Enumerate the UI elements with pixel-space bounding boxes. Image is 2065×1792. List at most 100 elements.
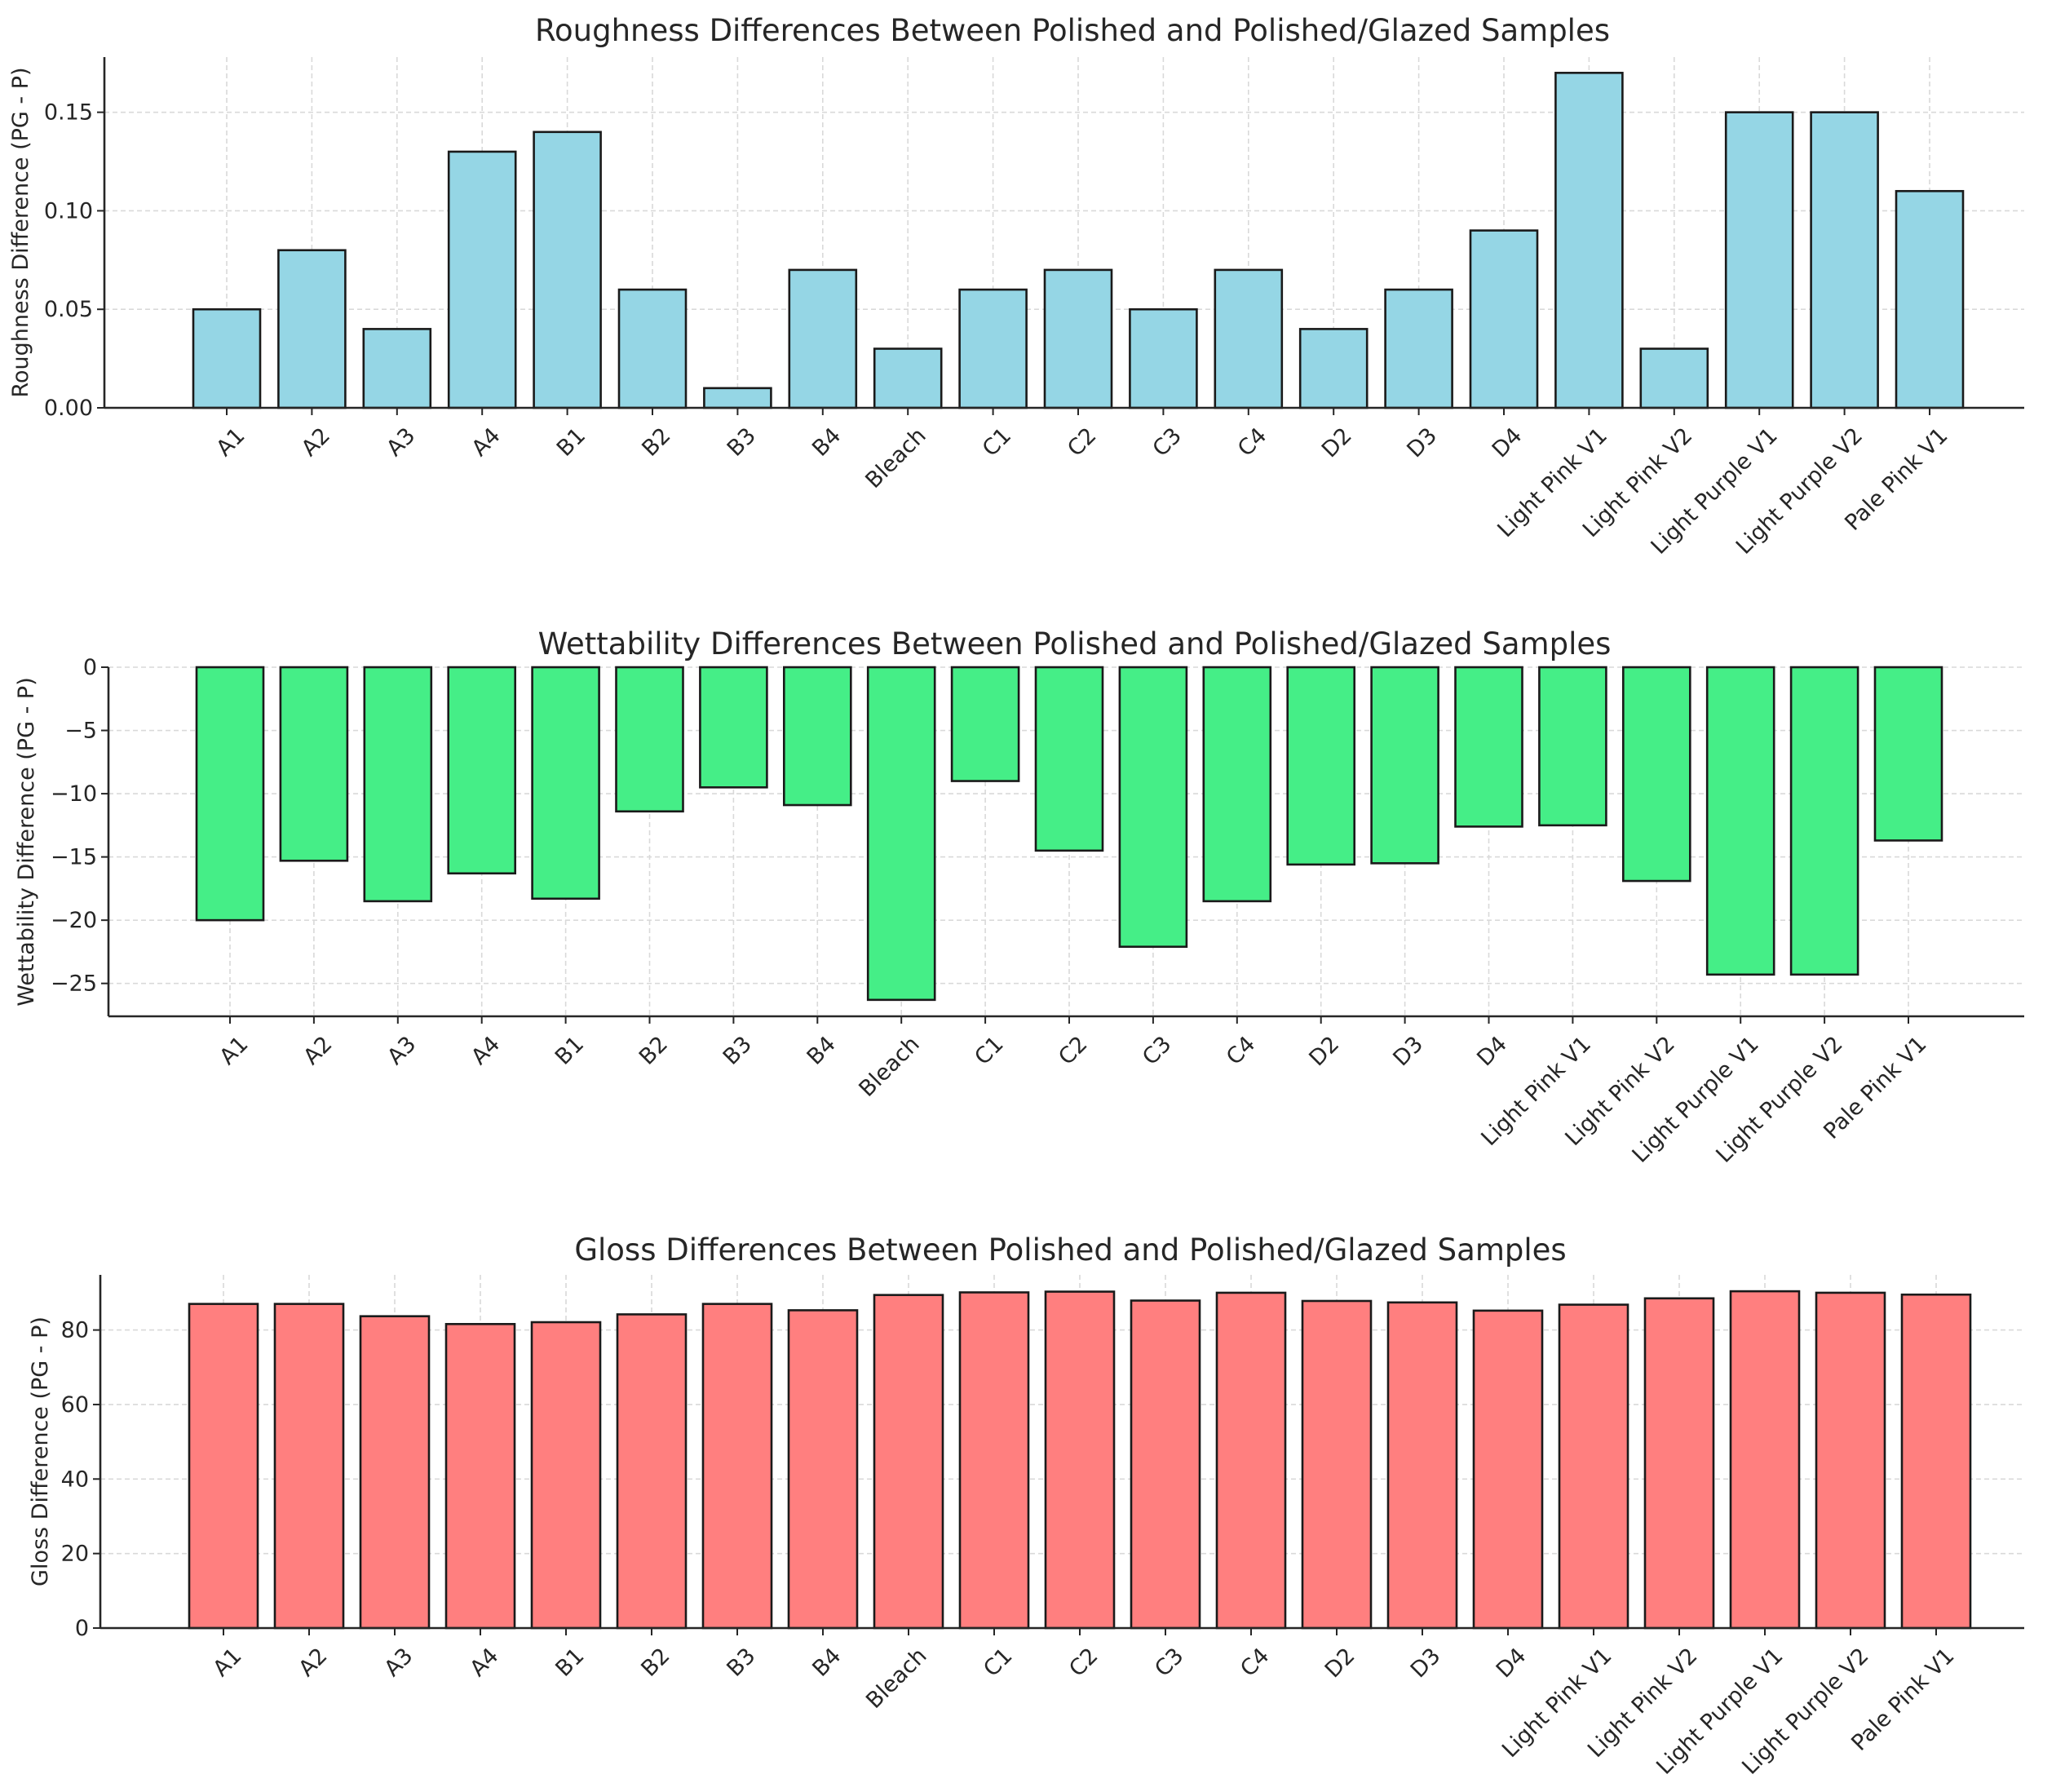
bar [873,1294,944,1630]
bar [1298,328,1369,409]
x-tick-label: B4 [807,423,846,462]
x-tick-label: C4 [1233,423,1271,462]
bar [1386,1301,1458,1630]
x-tick-label: B3 [719,1032,757,1070]
bar [1554,72,1624,409]
chart-title: Gloss Differences Between Polished and P… [574,1232,1566,1268]
bar [1622,666,1691,883]
x-tick-label: A2 [297,423,335,462]
bar [362,328,432,409]
chart-2: Wettability Differences Between Polished… [14,626,2024,1168]
x-tick-label: Bleach [854,1032,924,1102]
bar [873,347,943,409]
x-tick-label: A2 [298,1032,337,1070]
bar [1873,666,1943,842]
bar [530,1321,602,1630]
x-tick-label: C1 [970,1032,1008,1070]
bar [1789,666,1859,976]
x-tick-label: D3 [1402,423,1442,463]
bar [444,1322,516,1630]
y-tick-label: 60 [61,1392,89,1418]
bar [1454,666,1523,828]
bar [273,1303,345,1630]
x-tick-label: D2 [1320,1644,1360,1684]
bar [782,666,852,807]
y-axis-label: Roughness Difference (PG - P) [8,67,33,397]
bar [703,387,772,409]
y-axis-label: Wettability Difference (PG - P) [14,677,39,1006]
x-tick-label: B4 [807,1644,846,1682]
x-tick-label: B3 [722,1644,760,1682]
bar [1044,1290,1116,1630]
x-tick-label: A4 [467,423,506,462]
y-tick-label: 40 [61,1467,89,1492]
x-tick-label: B1 [551,1032,589,1070]
x-tick-label: B4 [803,1032,841,1070]
x-tick-label: B3 [723,423,761,462]
y-tick-label: 0.15 [44,100,93,126]
x-tick-label: C1 [978,423,1016,462]
x-tick-label: D2 [1317,423,1357,463]
bar [531,666,600,900]
y-tick-label: 0 [75,1616,89,1641]
chart-3: Gloss Differences Between Polished and P… [28,1232,2024,1780]
bar [701,1303,773,1630]
bar [699,666,768,789]
bar [188,1303,259,1630]
bar [1034,666,1104,852]
x-tick-label: A3 [379,1644,418,1682]
bar [1129,308,1198,409]
bar [279,666,349,862]
bar [615,666,684,813]
bar [1895,189,1965,409]
bar [1384,288,1453,409]
x-tick-label: A4 [467,1032,505,1070]
bar [447,150,517,409]
x-tick-label: D4 [1488,423,1528,463]
bar [950,666,1020,782]
bar [1130,1299,1201,1630]
bar [192,308,262,409]
y-tick-label: 0.05 [44,297,93,322]
y-tick-label: −25 [51,971,97,997]
bar [1202,666,1272,903]
bar [1215,1291,1287,1630]
x-tick-label: B2 [637,423,675,462]
x-tick-label: C2 [1054,1032,1092,1070]
x-tick-label: A3 [382,423,420,462]
x-tick-label: Bleach [860,423,931,493]
bar [1643,1297,1715,1630]
y-tick-label: 20 [61,1542,89,1567]
x-tick-label: D3 [1406,1644,1446,1684]
x-tick-label: A1 [211,423,250,462]
bar [616,1313,688,1630]
chart-title: Wettability Differences Between Polished… [538,626,1612,661]
bar [617,288,688,409]
x-tick-label: D4 [1492,1644,1532,1684]
bar [1810,111,1879,409]
x-tick-label: A1 [214,1032,253,1070]
y-tick-label: 0.10 [44,198,93,223]
bar [1900,1293,1972,1630]
bar [1043,268,1113,409]
bar [1214,268,1284,409]
x-tick-label: D3 [1388,1032,1428,1072]
bar [1558,1303,1629,1630]
bar [1538,666,1607,827]
x-tick-label: C3 [1138,1032,1176,1070]
x-tick-label: A2 [294,1644,332,1682]
bar [1724,111,1794,409]
x-tick-label: C2 [1063,423,1101,462]
bar [788,268,858,409]
y-tick-label: 0.00 [44,396,93,421]
bar [359,1315,431,1630]
bar [1286,666,1355,866]
bar [1472,1309,1544,1630]
y-tick-label: 0 [83,655,97,680]
bar [787,1309,859,1630]
y-axis-label: Gloss Difference (PG - P) [28,1316,53,1586]
bar [195,666,265,922]
bar [1705,666,1775,976]
bar [1729,1290,1801,1630]
